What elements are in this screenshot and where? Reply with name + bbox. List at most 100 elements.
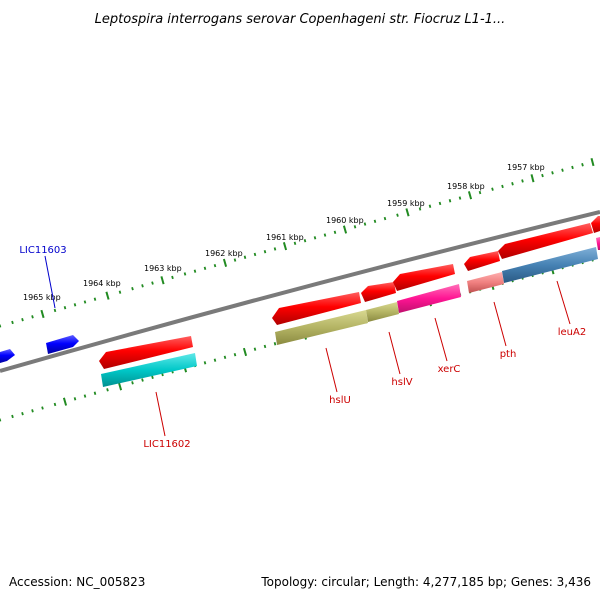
inner-track-minor-tick bbox=[73, 397, 77, 401]
outer-track-minor-tick bbox=[183, 272, 187, 276]
gene-label-xerC[interactable]: xerC bbox=[438, 364, 461, 375]
inner-track-minor-tick bbox=[41, 406, 44, 410]
inner-track-minor-tick bbox=[31, 409, 34, 413]
genome-stats-text: Topology: circular; Length: 4,277,185 bp… bbox=[261, 575, 591, 589]
outer-track-minor-tick bbox=[313, 236, 317, 240]
inner-track-minor-tick bbox=[106, 388, 109, 392]
leader-LIC11603 bbox=[44, 255, 56, 309]
outer-track-minor-tick bbox=[21, 317, 24, 322]
leader-xerC bbox=[434, 317, 448, 362]
outer-track-minor-tick bbox=[491, 187, 494, 191]
outer-track-minor-tick bbox=[31, 315, 34, 319]
reverse-cds-arrows bbox=[99, 216, 600, 369]
outer-track-minor-tick bbox=[263, 250, 267, 254]
tick-label-1963: 1963 kbp bbox=[144, 264, 182, 273]
outer-track-minor-tick bbox=[501, 184, 504, 189]
label-leader-lines bbox=[44, 255, 571, 437]
gene-arrow-LIC11603[interactable] bbox=[46, 335, 79, 354]
outer-track-minor-tick bbox=[83, 300, 87, 304]
outer-track-minor-tick bbox=[581, 163, 584, 167]
outer-track-major-tick bbox=[405, 208, 410, 217]
cds-arrow-LIC11602[interactable] bbox=[99, 336, 193, 369]
gene-label-hslV[interactable]: hslV bbox=[391, 377, 412, 388]
outer-track-minor-tick bbox=[171, 275, 174, 280]
genome-backbone bbox=[0, 210, 600, 373]
outer-track-minor-tick bbox=[383, 216, 387, 221]
outer-track-minor-tick bbox=[303, 238, 307, 243]
outer-track-minor-tick bbox=[273, 247, 277, 251]
cds-arrow-pth[interactable] bbox=[464, 251, 500, 271]
tick-label-1961: 1961 kbp bbox=[266, 233, 304, 242]
outer-track-major-tick bbox=[590, 157, 595, 167]
inner-track-major-tick bbox=[242, 347, 248, 357]
outer-track-minor-tick bbox=[458, 196, 462, 200]
outer-track-minor-tick bbox=[11, 320, 14, 325]
outer-track-minor-tick bbox=[293, 241, 297, 246]
feature-block-LIC11602[interactable] bbox=[101, 353, 197, 387]
feature-block-pth[interactable] bbox=[467, 272, 504, 293]
outer-track-minor-tick bbox=[63, 305, 67, 310]
feature-block-hslU[interactable] bbox=[275, 310, 368, 345]
feature-block-leuA2[interactable] bbox=[502, 247, 598, 283]
outer-track-minor-tick bbox=[141, 284, 144, 288]
outer-track-minor-tick bbox=[233, 258, 237, 262]
inner-track-major-tick bbox=[62, 397, 68, 406]
cds-arrow-next[interactable] bbox=[591, 216, 600, 233]
outer-track-minor-tick bbox=[551, 171, 554, 175]
outer-track-minor-tick bbox=[478, 190, 482, 195]
outer-track-minor-tick bbox=[53, 308, 57, 313]
outer-track-minor-tick bbox=[151, 281, 154, 285]
cds-arrow-hslU[interactable] bbox=[272, 292, 361, 325]
outer-track-major-tick bbox=[105, 291, 110, 300]
feature-block-hslV[interactable] bbox=[366, 302, 399, 322]
leader-hslV bbox=[388, 331, 401, 375]
cds-arrow-hslV[interactable] bbox=[361, 282, 396, 302]
outer-track-minor-tick bbox=[93, 297, 97, 301]
outer-track-minor-tick bbox=[253, 252, 257, 257]
outer-track-minor-tick bbox=[73, 303, 77, 307]
outer-track-major-tick bbox=[467, 191, 473, 200]
outer-track-minor-tick bbox=[396, 213, 399, 217]
gene-label-LIC11603[interactable]: LIC11603 bbox=[19, 245, 66, 256]
outer-track-minor-tick bbox=[438, 201, 442, 206]
outer-track-minor-tick bbox=[353, 225, 357, 229]
outer-track-major-tick bbox=[160, 276, 165, 285]
outer-track-minor-tick bbox=[541, 173, 544, 178]
cds-arrow-leuA2[interactable] bbox=[498, 223, 593, 259]
kbp-tick-labels: 1965 kbp 1964 kbp 1963 kbp 1962 kbp 1961… bbox=[23, 163, 545, 302]
outer-track-minor-tick bbox=[448, 199, 452, 203]
outer-track-minor-tick bbox=[203, 266, 207, 271]
outer-track-minor-tick bbox=[511, 182, 514, 186]
leader-leuA2 bbox=[556, 280, 571, 325]
outer-track-major-tick bbox=[342, 225, 348, 234]
gene-arrow-forward-partial[interactable] bbox=[0, 349, 15, 363]
outer-tick-track bbox=[0, 157, 595, 328]
inner-track-minor-tick bbox=[253, 347, 257, 351]
inner-track-minor-tick bbox=[203, 361, 207, 365]
inner-track-minor-tick bbox=[273, 342, 277, 346]
outer-track-minor-tick bbox=[243, 255, 247, 259]
leader-pth bbox=[493, 301, 507, 347]
feature-block-next[interactable] bbox=[596, 237, 600, 250]
gene-label-hslU[interactable]: hslU bbox=[329, 395, 351, 406]
gene-label-LIC11602[interactable]: LIC11602 bbox=[143, 439, 190, 450]
tick-label-1962: 1962 kbp bbox=[205, 249, 243, 258]
forward-genes bbox=[0, 335, 79, 363]
outer-track-major-tick bbox=[530, 174, 535, 183]
feature-block-xerC[interactable] bbox=[397, 284, 461, 313]
inner-track-minor-tick bbox=[53, 402, 57, 407]
inner-track-minor-tick bbox=[223, 355, 227, 360]
cds-arrow-xerC[interactable] bbox=[393, 264, 455, 291]
tick-label-1957: 1957 kbp bbox=[507, 163, 545, 172]
inner-track-minor-tick bbox=[131, 381, 134, 385]
gene-label-pth[interactable]: pth bbox=[500, 349, 517, 360]
leader-LIC11602 bbox=[155, 391, 166, 437]
tick-label-1959: 1959 kbp bbox=[387, 199, 425, 208]
inner-track-minor-tick bbox=[11, 414, 14, 419]
outer-track-major-tick bbox=[40, 309, 45, 319]
gene-label-leuA2[interactable]: leuA2 bbox=[558, 327, 586, 338]
reverse-feature-blocks bbox=[101, 237, 600, 387]
inner-track-minor-tick bbox=[93, 391, 97, 395]
outer-track-minor-tick bbox=[428, 204, 432, 208]
